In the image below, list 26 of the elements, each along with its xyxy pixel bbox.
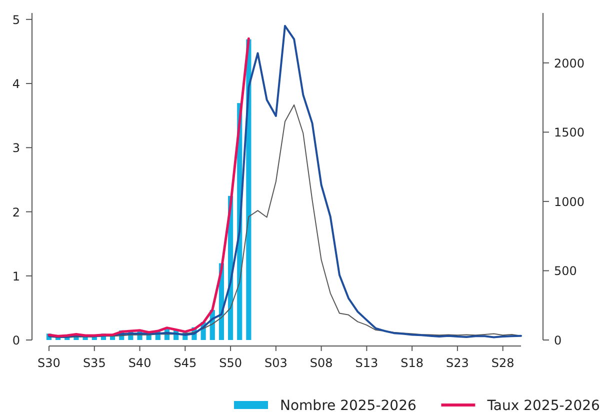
- x-tick-label: S18: [400, 356, 424, 370]
- x-tick-label: S13: [355, 356, 378, 370]
- x-tick-label: S23: [446, 356, 469, 370]
- y-tick-label: 3: [12, 141, 20, 156]
- x-tick-label: S45: [174, 356, 197, 370]
- y-tick-label: 2: [12, 205, 20, 220]
- x-tick-label: S03: [264, 356, 288, 370]
- x-tick-label: S30: [38, 356, 60, 370]
- y-tick-label: 5: [12, 12, 20, 27]
- y-tick-label: 4: [12, 77, 20, 92]
- x-tick-label: S28: [491, 356, 514, 370]
- y-tick-label: 0: [12, 334, 20, 348]
- legend-label: Taux 2025-2026: [486, 398, 600, 414]
- y2-tick-label: 0: [554, 334, 562, 348]
- x-tick-label: S50: [219, 356, 242, 370]
- line-series: [48, 37, 250, 338]
- y2-tick-label: 1500: [554, 126, 585, 140]
- x-tick-label: S35: [82, 356, 106, 370]
- x-tick-label: S08: [310, 356, 333, 370]
- y2-tick-label: 500: [554, 264, 577, 278]
- y-tick-label: 1: [12, 269, 20, 284]
- line-series: [48, 24, 522, 338]
- x-tick-label: S40: [128, 356, 152, 370]
- legend-label: Nombre 2025-2026: [280, 398, 416, 414]
- y2-tick-label: 2000: [554, 56, 585, 70]
- y2-tick-label: 1000: [554, 194, 585, 209]
